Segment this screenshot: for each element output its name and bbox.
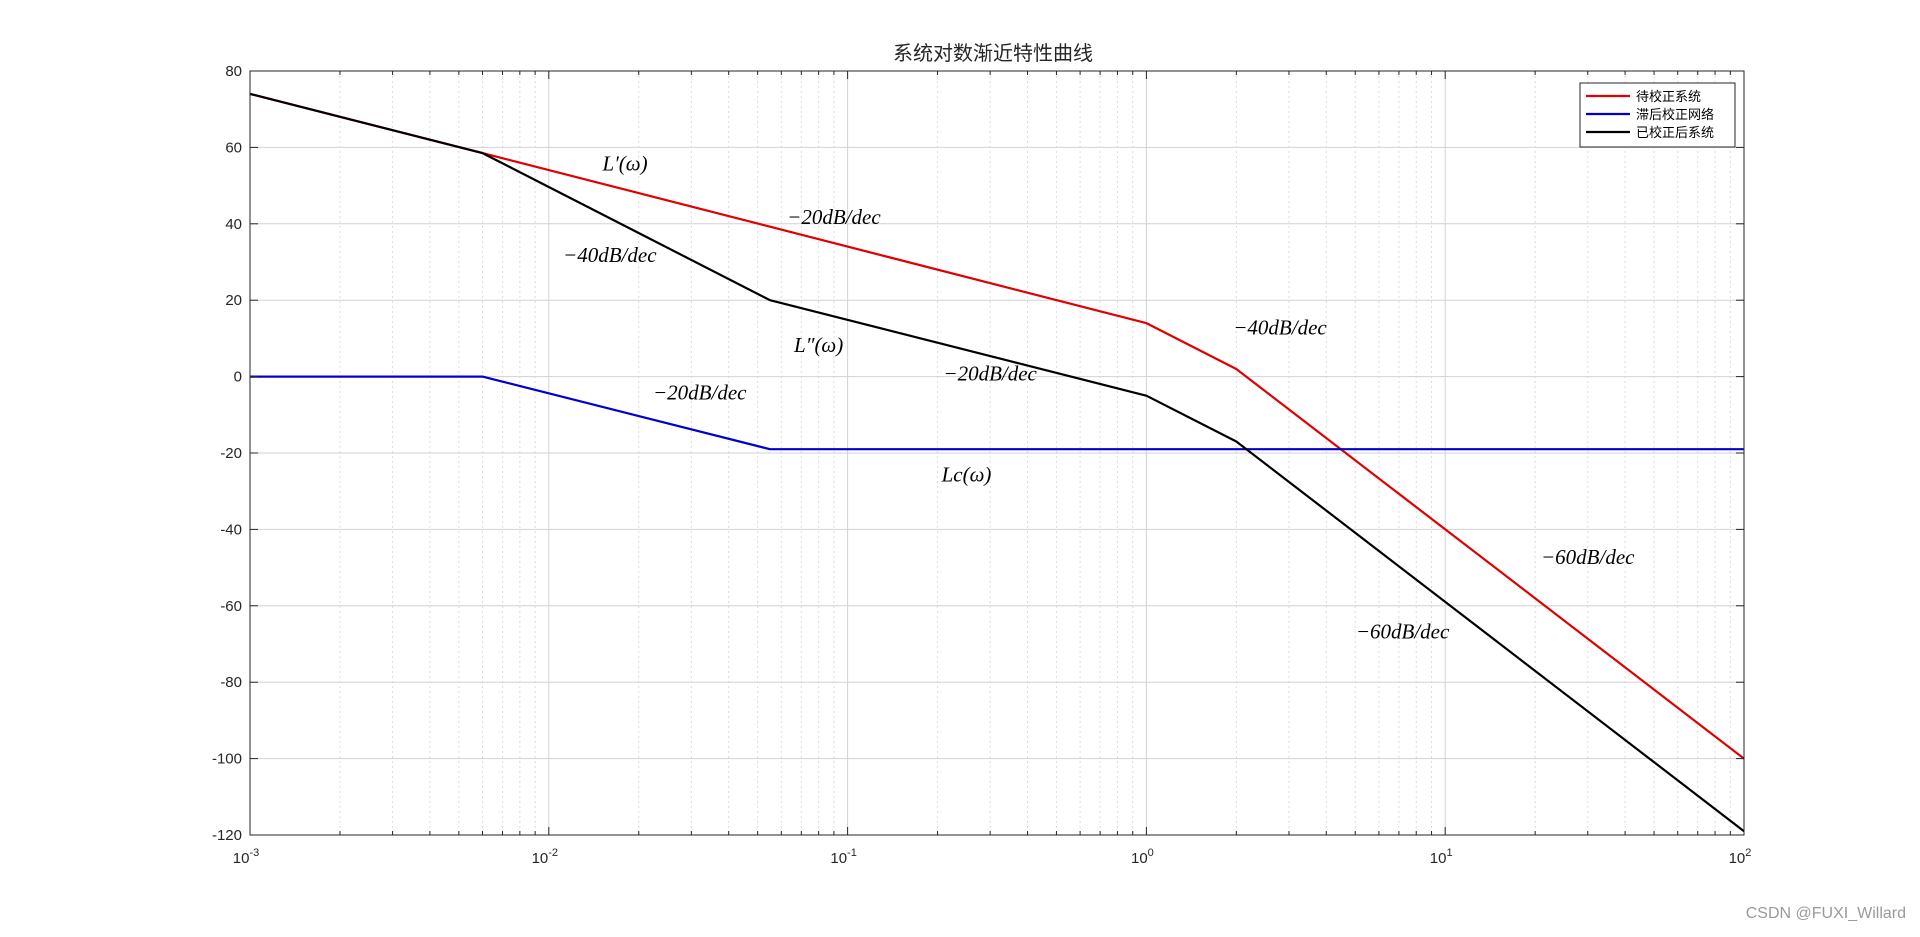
- grid: [249, 70, 1745, 836]
- y-tick-label: -80: [220, 674, 242, 691]
- watermark: CSDN @FUXI_Willard: [1745, 905, 1906, 922]
- annotation-label: −40dB/dec: [563, 243, 657, 267]
- x-tick-label: 10-1: [830, 847, 856, 867]
- x-tick-label: 10-2: [532, 847, 558, 867]
- annotation-label: L″(ω): [793, 333, 843, 357]
- series-line-2: [250, 375, 1744, 451]
- y-tick-label: 0: [234, 369, 242, 386]
- y-tick-label: -60: [220, 598, 242, 615]
- series-lines: [249, 92, 1745, 833]
- annotation-label: −60dB/dec: [1541, 545, 1635, 569]
- chart-title: 系统对数渐近特性曲线: [893, 41, 1093, 65]
- y-tick-label: 80: [225, 63, 242, 80]
- y-tick-label: -100: [212, 751, 242, 768]
- x-tick-label: 102: [1729, 847, 1752, 867]
- series-line-3: [249, 92, 1745, 833]
- x-tick-label: 100: [1131, 847, 1154, 867]
- y-tick-label: -20: [220, 445, 242, 462]
- annotation-label: −60dB/dec: [1356, 619, 1450, 643]
- annotation-label: L′(ω): [602, 151, 648, 175]
- x-tick-label: 10-3: [233, 847, 259, 867]
- annotation-label: −20dB/dec: [653, 381, 747, 405]
- y-tick-label: 20: [225, 292, 242, 309]
- legend-label: 已校正后系统: [1636, 125, 1714, 141]
- annotation-label: Lc(ω): [941, 463, 992, 487]
- y-tick-label: 60: [225, 139, 242, 156]
- annotation-label: −20dB/dec: [943, 361, 1037, 385]
- annotation-label: −40dB/dec: [1233, 316, 1327, 340]
- y-tick-label: -120: [212, 827, 242, 844]
- x-tick-label: 101: [1430, 847, 1453, 867]
- legend-label: 滞后校正网络: [1636, 107, 1714, 123]
- y-tick-label: 40: [225, 216, 242, 233]
- annotation-label: −20dB/dec: [787, 205, 881, 229]
- axis-ticks: 10-3 10-2 10-1 100 101 102 80 60 40 20 0 -20 -40 -60 -…: [212, 63, 1751, 867]
- legend-label: 待校正系统: [1636, 89, 1701, 105]
- y-tick-label: -40: [220, 521, 242, 538]
- annotations: L′(ω) −20dB/dec −40dB/dec L″(ω) −40dB/dec −20…: [563, 151, 1635, 643]
